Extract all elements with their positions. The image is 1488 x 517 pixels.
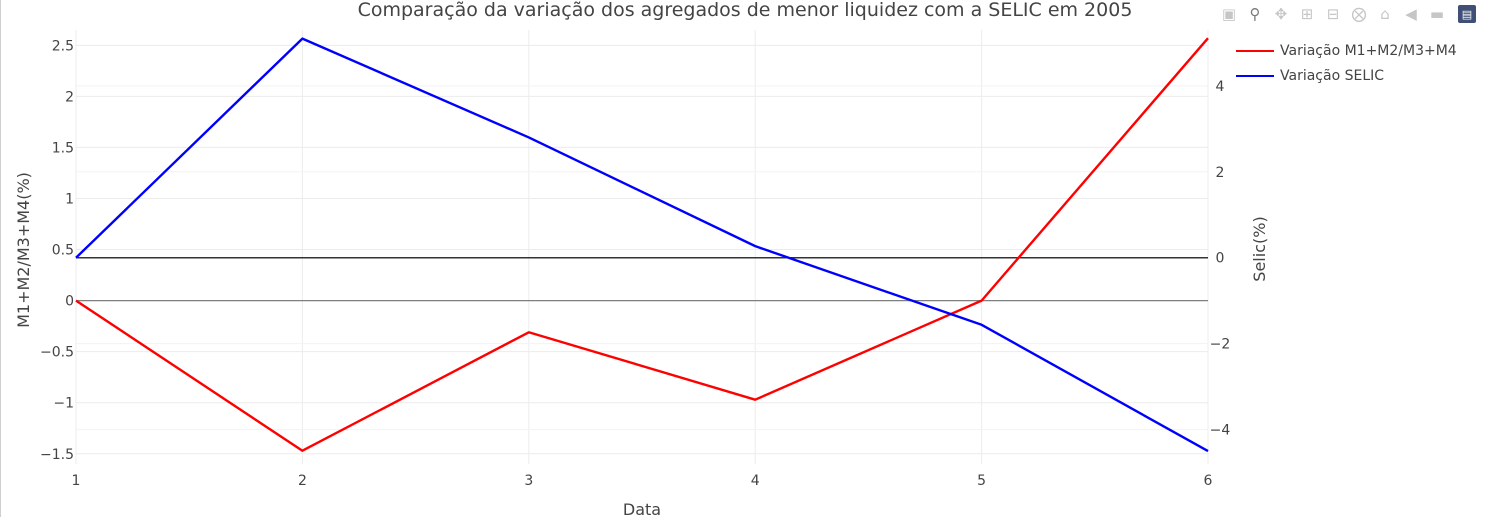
y-tick-label-1: −1 xyxy=(53,396,74,412)
zoom-icon[interactable]: ⚲ xyxy=(1249,5,1261,23)
pan-icon[interactable]: ✥ xyxy=(1274,5,1288,23)
x-tick-label-5: 6 xyxy=(1204,473,1213,489)
y2-tick-label-2: 0 xyxy=(1216,251,1225,267)
left-border xyxy=(0,0,1,517)
x-tick-label-1: 2 xyxy=(298,473,307,489)
y-tick-label-7: 2 xyxy=(65,89,74,105)
y-tick-label-4: 0.5 xyxy=(52,243,74,259)
grid-lines xyxy=(75,30,1209,464)
y-tick-label-0: −1.5 xyxy=(40,447,74,463)
legend-swatch-selic xyxy=(1236,74,1274,77)
x-axis-title: Data xyxy=(623,500,661,517)
modebar: ▣ ⚲ ✥ ⊞ ⊟ ⨂ ⌂ ◀ ▬ ▤ xyxy=(1218,3,1476,25)
camera-icon[interactable]: ▣ xyxy=(1221,5,1237,23)
spike-lines-icon[interactable]: ◀ xyxy=(1405,5,1417,23)
y2-tick-label-3: 2 xyxy=(1216,165,1225,181)
autoscale-icon[interactable]: ⨂ xyxy=(1351,5,1367,23)
series-lines[interactable] xyxy=(75,37,1209,453)
y-tick-label-2: −0.5 xyxy=(40,345,74,361)
reset-axes-icon[interactable]: ⌂ xyxy=(1380,5,1390,23)
y2-axis-title: Selic(%) xyxy=(1250,216,1269,281)
series-line-1[interactable] xyxy=(75,37,1209,453)
plotly-logo-icon[interactable]: ▤ xyxy=(1458,5,1476,23)
compare-hover-icon[interactable]: ▬ xyxy=(1429,5,1445,23)
legend: Variação M1+M2/M3+M4 Variação SELIC xyxy=(1236,38,1457,88)
y-tick-label-8: 2.5 xyxy=(52,38,74,54)
zoom-out-icon[interactable]: ⊟ xyxy=(1326,5,1340,23)
chart-title: Comparação da variação dos agregados de … xyxy=(358,0,1133,21)
y2-tick-label-0: −4 xyxy=(1210,423,1231,439)
legend-item-selic[interactable]: Variação SELIC xyxy=(1236,63,1457,88)
y-tick-label-6: 1.5 xyxy=(52,140,74,156)
x-tick-label-4: 5 xyxy=(977,473,986,489)
legend-item-m1-m2-m3-m4[interactable]: Variação M1+M2/M3+M4 xyxy=(1236,38,1457,63)
series-line-0[interactable] xyxy=(75,37,1209,452)
y-tick-labels: −1.5 −1 −0.5 0 0.5 1 1.5 2 2.5 xyxy=(40,38,74,462)
y2-tick-label-4: 4 xyxy=(1216,79,1225,95)
y-tick-label-3: 0 xyxy=(65,294,74,310)
zoom-in-icon[interactable]: ⊞ xyxy=(1300,5,1314,23)
y-tick-label-5: 1 xyxy=(65,191,74,207)
legend-label-selic: Variação SELIC xyxy=(1280,67,1385,84)
y2-tick-label-1: −2 xyxy=(1210,337,1231,353)
legend-swatch-m1-m2-m3-m4 xyxy=(1236,49,1274,52)
y2-tick-labels: −4 −2 0 2 4 xyxy=(1210,79,1231,439)
x-tick-label-0: 1 xyxy=(72,473,81,489)
legend-label-m1-m2-m3-m4: Variação M1+M2/M3+M4 xyxy=(1280,42,1457,59)
y-axis-title: M1+M2/M3+M4(%) xyxy=(14,172,33,328)
x-tick-label-2: 3 xyxy=(524,473,533,489)
x-tick-labels: 1 2 3 4 5 6 xyxy=(72,473,1213,489)
zero-lines xyxy=(76,256,1208,302)
x-tick-label-3: 4 xyxy=(751,473,760,489)
